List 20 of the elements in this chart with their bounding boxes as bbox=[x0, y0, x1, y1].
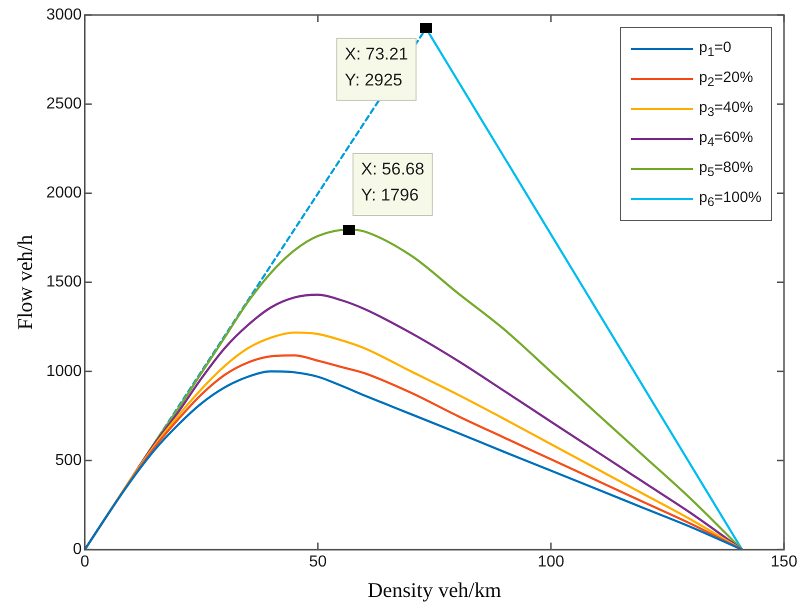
legend-label: p$_{6}$=100% bbox=[699, 189, 762, 209]
y-tick-label: 1500 bbox=[46, 274, 82, 291]
x-axis-title: Density veh/km bbox=[368, 578, 502, 602]
legend-label: p$_{1}$=0 bbox=[699, 39, 732, 59]
annotation: X: 56.68 Y: 1796 bbox=[361, 160, 424, 205]
y-tick-label: 2500 bbox=[46, 96, 82, 113]
x-tick-label: 50 bbox=[308, 554, 327, 571]
legend-label: p$_{4}$=60% bbox=[699, 129, 754, 149]
legend-label: p$_{3}$=40% bbox=[699, 99, 754, 119]
annotation: X: 73.21 Y: 2925 bbox=[344, 44, 408, 90]
y-axis-title: Flow veh/h bbox=[13, 234, 38, 330]
x-tick-label: 150 bbox=[770, 554, 798, 571]
legend-label: p$_{5}$=80% bbox=[699, 159, 754, 179]
y-tick-label: 0 bbox=[72, 541, 82, 558]
y-tick-label: 2000 bbox=[46, 184, 82, 202]
y-tick-label: 1000 bbox=[46, 362, 82, 380]
y-tick-label: 3000 bbox=[46, 6, 82, 24]
y-tick-label: 500 bbox=[55, 452, 82, 469]
legend-label: p$_{2}$=20% bbox=[699, 69, 754, 89]
x-tick-label: 100 bbox=[538, 554, 564, 571]
